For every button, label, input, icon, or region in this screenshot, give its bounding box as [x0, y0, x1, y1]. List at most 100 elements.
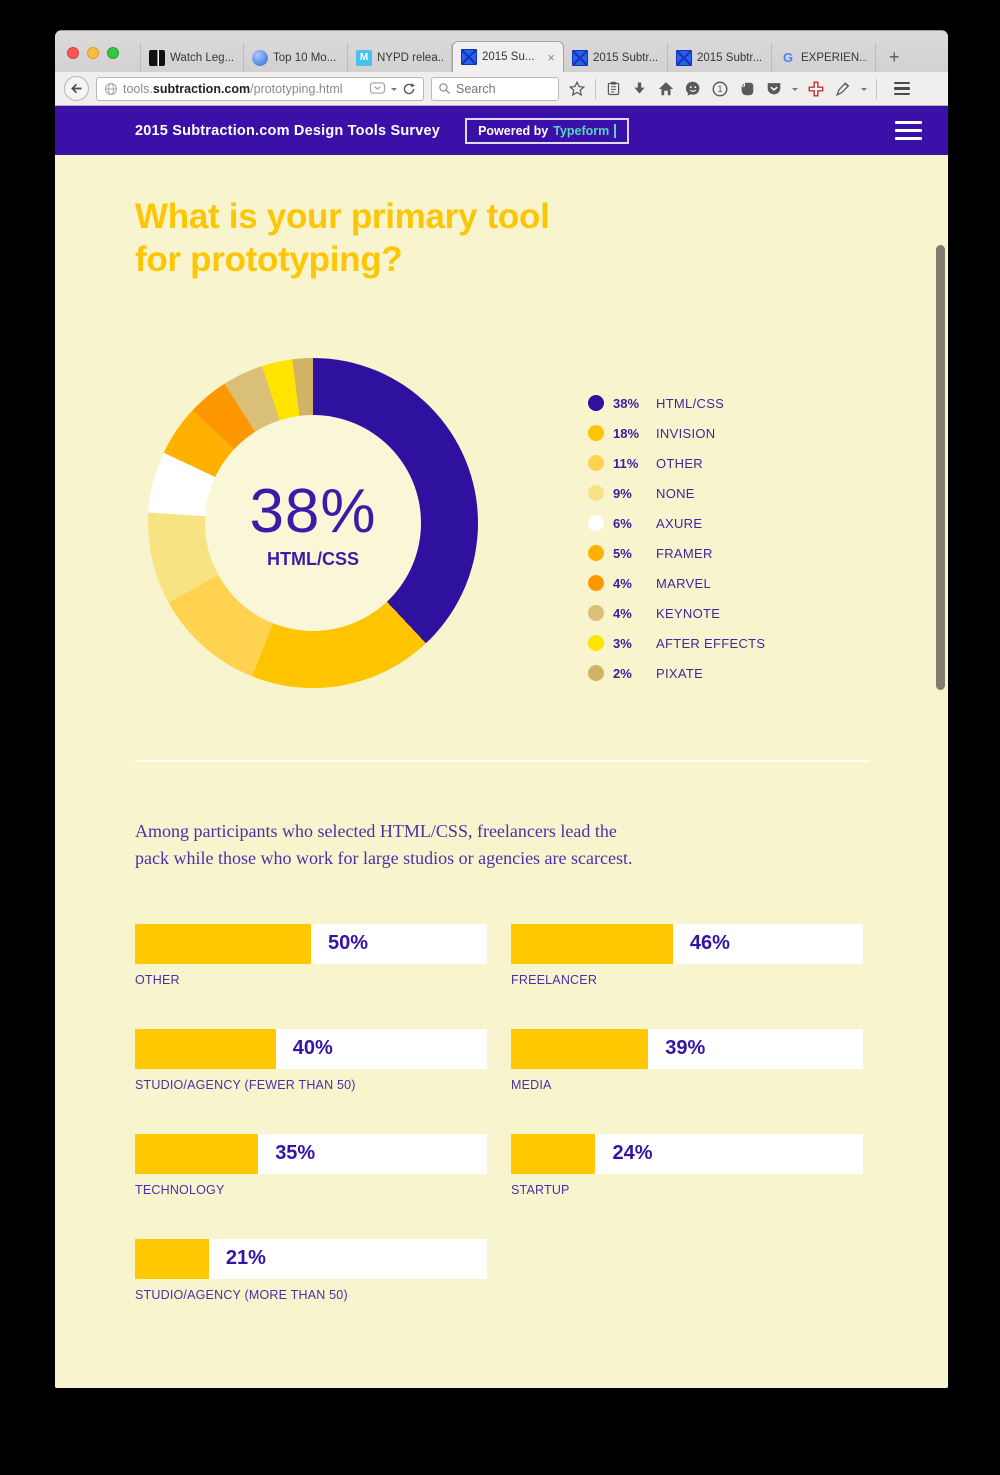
medium-m-favicon-icon: M — [356, 49, 372, 66]
legend-percent: 2% — [613, 665, 632, 681]
bar-track: 50% — [135, 923, 487, 964]
bar-track: 35% — [135, 1133, 487, 1174]
search-input[interactable] — [456, 81, 542, 96]
evernote-icon[interactable] — [738, 80, 756, 98]
back-arrow-icon — [71, 83, 82, 94]
page-scrollbar-thumb[interactable] — [936, 245, 945, 690]
legend-item-2: 11% OTHER — [588, 448, 765, 478]
bar-item-2: 40% STUDIO/AGENCY (FEWER THAN 50) — [135, 1028, 487, 1092]
chat-smiley-icon[interactable] — [684, 80, 702, 98]
site-menu-icon[interactable] — [895, 117, 922, 145]
legend-dot-icon — [588, 455, 604, 472]
powered-by-typeform-button[interactable]: Powered by Typeform — [465, 117, 629, 144]
site-header: 2015 Subtraction.com Design Tools Survey… — [55, 106, 948, 155]
page-title: What is your primary tool for prototypin… — [135, 197, 550, 279]
pen-icon[interactable] — [834, 80, 852, 98]
reload-icon[interactable] — [402, 82, 416, 96]
address-bar[interactable]: tools.subtraction.com/prototyping.html — [96, 76, 424, 101]
reading-list-icon[interactable] — [605, 80, 622, 97]
black-glyph-favicon-icon — [149, 49, 165, 66]
legend-percent: 4% — [613, 605, 632, 621]
legend-dot-icon — [588, 635, 604, 652]
tab-label: Top 10 Mo... — [273, 51, 337, 64]
blue-x-favicon-icon — [676, 49, 692, 66]
url-text: tools.subtraction.com/prototyping.html — [123, 81, 343, 96]
bar-chart-section: 50% OTHER 46% FREELANCER 40% STUDIO/AGENCY (F… — [135, 923, 870, 1302]
legend-percent: 5% — [613, 545, 632, 561]
legend-label: HTML/CSS — [656, 395, 725, 411]
legend-item-8: 3% AFTER EFFECTS — [588, 628, 765, 658]
minimize-window-button[interactable] — [87, 47, 99, 59]
browser-menu-icon[interactable] — [890, 78, 914, 100]
bar-category-label: STUDIO/AGENCY (FEWER THAN 50) — [135, 1077, 356, 1092]
bar-value-label: 40% — [292, 1037, 333, 1060]
bookmark-star-icon[interactable] — [568, 80, 586, 98]
legend-percent: 3% — [613, 635, 632, 651]
bar-category-label: MEDIA — [511, 1077, 552, 1092]
zoom-window-button[interactable] — [107, 47, 119, 59]
new-tab-button[interactable]: + — [889, 47, 900, 67]
bar-category-label: STARTUP — [511, 1182, 570, 1197]
legend-label: MARVEL — [656, 575, 712, 591]
back-button[interactable] — [64, 76, 89, 101]
bar-item-6: 21% STUDIO/AGENCY (MORE THAN 50) — [135, 1238, 487, 1302]
legend-percent: 9% — [613, 485, 632, 501]
legend-dot-icon — [588, 575, 604, 592]
tab-close-icon[interactable]: × — [547, 49, 555, 65]
toolbar-separator — [595, 78, 596, 99]
bar-category-label: STUDIO/AGENCY (MORE THAN 50) — [135, 1287, 348, 1302]
legend-dot-icon — [588, 425, 604, 442]
legend-dot-icon — [588, 605, 604, 622]
bar-track: 21% — [135, 1238, 487, 1279]
bar-item-3: 39% MEDIA — [511, 1028, 863, 1092]
browser-tab-3[interactable]: 2015 Su... × — [452, 41, 564, 72]
search-icon — [439, 83, 451, 95]
legend-label: PIXATE — [656, 665, 704, 681]
browser-tab-0[interactable]: Watch Leg... — [140, 43, 244, 72]
browser-tab-5[interactable]: 2015 Subtr... — [668, 43, 772, 72]
browser-tab-6[interactable]: G EXPERIEN... — [772, 43, 876, 72]
bar-track: 46% — [511, 923, 863, 964]
legend-item-3: 9% NONE — [588, 478, 765, 508]
browser-tab-4[interactable]: 2015 Subtr... — [564, 43, 668, 72]
intro-paragraph: Among participants who selected HTML/CSS… — [135, 821, 633, 868]
red-cross-icon[interactable] — [807, 80, 825, 98]
legend-label: FRAMER — [656, 545, 713, 561]
tab-label: 2015 Su... — [482, 51, 535, 63]
browser-tab-2[interactable]: M NYPD relea... — [348, 43, 452, 72]
pocket-dropdown-arrow[interactable] — [792, 87, 798, 94]
url-dropdown-arrow[interactable] — [391, 87, 397, 94]
download-icon[interactable] — [631, 80, 648, 97]
legend-item-4: 6% AXURE — [588, 508, 765, 538]
legend-item-7: 4% KEYNOTE — [588, 598, 765, 628]
search-bar[interactable] — [431, 76, 559, 101]
google-g-favicon-icon: G — [782, 50, 794, 65]
site-title: 2015 Subtraction.com Design Tools Survey — [135, 122, 441, 139]
bar-value-label: 35% — [275, 1142, 316, 1165]
bar-fill — [135, 1133, 259, 1174]
bar-value-label: 24% — [612, 1142, 653, 1165]
bar-item-4: 35% TECHNOLOGY — [135, 1133, 487, 1197]
browser-tab-1[interactable]: Top 10 Mo... — [244, 43, 348, 72]
tab-label: 2015 Subtr... — [697, 51, 763, 64]
pocket-save-icon[interactable] — [369, 81, 386, 96]
pen-dropdown-arrow[interactable] — [861, 87, 867, 94]
legend-percent: 38% — [613, 395, 640, 411]
legend-dot-icon — [588, 515, 604, 532]
bar-value-label: 21% — [225, 1247, 266, 1270]
legend-dot-icon — [588, 545, 604, 562]
donut-center: 38% HTML/CSS — [205, 415, 421, 632]
close-window-button[interactable] — [67, 47, 79, 59]
legend-label: INVISION — [656, 425, 716, 441]
bar-value-label: 50% — [328, 932, 369, 955]
home-icon[interactable] — [657, 80, 675, 98]
tab-label: NYPD relea... — [377, 51, 443, 64]
blue-x-favicon-icon — [461, 49, 477, 65]
legend-dot-icon — [588, 485, 604, 502]
pocket-icon[interactable] — [765, 80, 783, 97]
toolbar-separator — [876, 78, 877, 99]
onepassword-icon[interactable]: 1 — [711, 80, 729, 98]
legend-label: OTHER — [656, 455, 703, 471]
legend-item-1: 18% INVISION — [588, 418, 765, 448]
bar-fill — [511, 923, 673, 964]
